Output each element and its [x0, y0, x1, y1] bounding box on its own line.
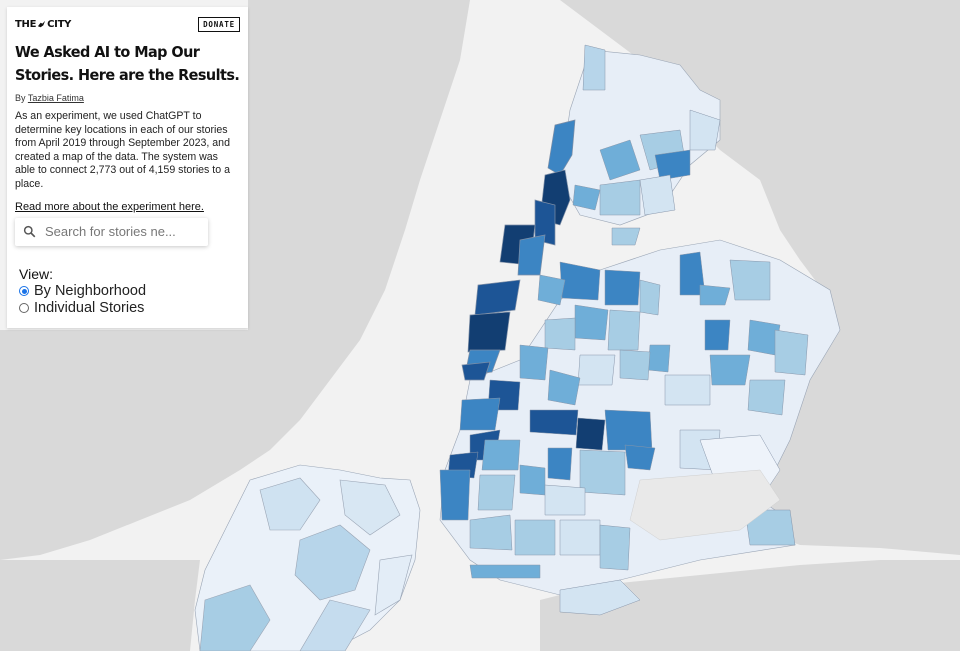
jamaica-bay: [629, 469, 781, 541]
view-option-label: Individual Stories: [34, 300, 145, 317]
view-option-individual[interactable]: Individual Stories: [19, 300, 240, 317]
header-bar: THE CITY DONATE: [15, 15, 240, 33]
donate-button[interactable]: DONATE: [198, 16, 240, 32]
bronx-districts: [572, 44, 721, 246]
bronx-base: [559, 49, 721, 226]
search-input[interactable]: [43, 223, 197, 241]
page-title: We Asked AI to Map Our Stories. Here are…: [15, 41, 240, 87]
article-description: As an experiment, we used ChatGPT to det…: [15, 110, 230, 190]
view-option-neighborhood[interactable]: By Neighborhood: [19, 283, 240, 300]
search-icon: [23, 225, 36, 238]
title-text: We Asked AI to Map Our Stories. Here are…: [15, 43, 240, 84]
byline: By Tazbia Fatima: [15, 93, 240, 103]
pigeon-icon: [38, 20, 46, 27]
view-option-label: By Neighborhood: [34, 283, 147, 300]
read-more-link[interactable]: Read more about the experiment here.: [15, 200, 204, 213]
manhattan: [461, 119, 576, 381]
search-box[interactable]: [15, 217, 208, 246]
author-link[interactable]: Tazbia Fatima: [27, 93, 84, 103]
radio-individual[interactable]: [19, 303, 29, 314]
view-label: View:: [19, 265, 53, 282]
staten-island: [194, 464, 421, 651]
the-city-logo[interactable]: THE CITY: [15, 19, 71, 30]
radio-neighborhood[interactable]: [19, 286, 29, 297]
info-panel: THE CITY DONATE We Asked AI to Map Our S…: [7, 7, 248, 328]
byline-prefix: By: [15, 93, 26, 103]
logo-text-right: CITY: [47, 18, 72, 30]
queens-brooklyn-districts: [439, 251, 809, 616]
logo-text-left: THE: [15, 18, 37, 30]
view-selector: View: By Neighborhood Individual Stories: [19, 266, 240, 317]
